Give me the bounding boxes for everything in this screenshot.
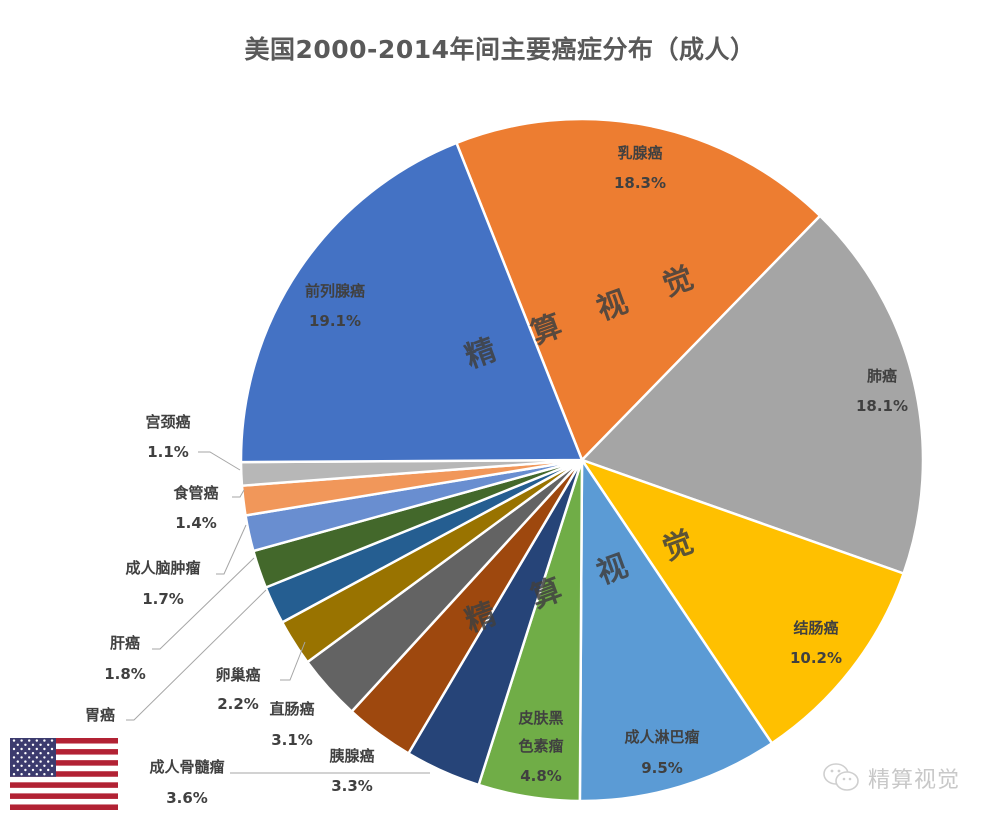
slice-label-name: 直肠癌	[269, 700, 314, 718]
slice-label-name: 肺癌	[867, 367, 897, 385]
slice-label-name: 肝癌	[110, 634, 140, 652]
pie-slice	[455, 117, 822, 462]
us-flag-icon	[10, 738, 118, 810]
brand-watermark: 精算视觉	[822, 760, 982, 796]
leader-lines	[126, 451, 430, 774]
slice-label-name: 成人淋巴瘤	[624, 728, 699, 746]
leader-line	[216, 524, 247, 575]
leader-line	[152, 557, 255, 650]
leader-line	[232, 489, 245, 498]
pie-slice	[239, 141, 584, 464]
slice-label-name: 成人骨髓瘤	[149, 758, 224, 776]
slice-label-name: 胃癌	[85, 706, 115, 724]
brand-text: 精算视觉	[868, 768, 961, 793]
slice-label-name: 胰腺癌	[329, 747, 374, 765]
slice-label-value: 3.6%	[166, 789, 208, 807]
pie-slice	[580, 458, 905, 745]
slice-label-name: 食管癌	[173, 484, 218, 502]
pie-slice	[580, 214, 925, 575]
leader-line	[126, 589, 267, 721]
slice-label-value: 1.1%	[147, 443, 189, 461]
leader-line	[280, 641, 306, 681]
slice-label-name: 乳腺癌	[617, 144, 662, 162]
slice-label-value: 2.2%	[217, 695, 259, 713]
pie-slice	[578, 458, 774, 803]
slice-label-value: 19.1%	[309, 312, 361, 330]
leader-line	[198, 451, 241, 471]
pie-slices	[239, 117, 925, 803]
slice-label-value: 1.7%	[142, 590, 184, 608]
slice-label-name: 宫颈癌	[145, 413, 190, 431]
slice-label-value: 4.8%	[520, 767, 562, 785]
slice-label-name: 色素瘤	[518, 737, 563, 755]
slice-label-name: 成人脑肿瘤	[125, 559, 200, 577]
slice-label-value: 3.3%	[331, 777, 373, 795]
wechat-icon	[823, 763, 859, 791]
slice-label-name: 皮肤黑	[518, 709, 563, 727]
slice-label-value: 3.1%	[271, 731, 313, 749]
slice-label-value: 1.4%	[175, 514, 217, 532]
slice-label-value: 10.2%	[790, 649, 842, 667]
slice-label-value: 1.8%	[104, 665, 146, 683]
slice-label-value: 18.3%	[614, 174, 666, 192]
slice-label-name: 结肠癌	[793, 619, 838, 637]
slice-label-value: 9.5%	[641, 759, 683, 777]
slice-label-name: 前列腺癌	[305, 282, 365, 300]
slice-label-value: 18.1%	[856, 397, 908, 415]
slice-label-name: 卵巢癌	[215, 666, 260, 684]
chart-title: 美国2000-2014年间主要癌症分布（成人）	[244, 35, 756, 64]
